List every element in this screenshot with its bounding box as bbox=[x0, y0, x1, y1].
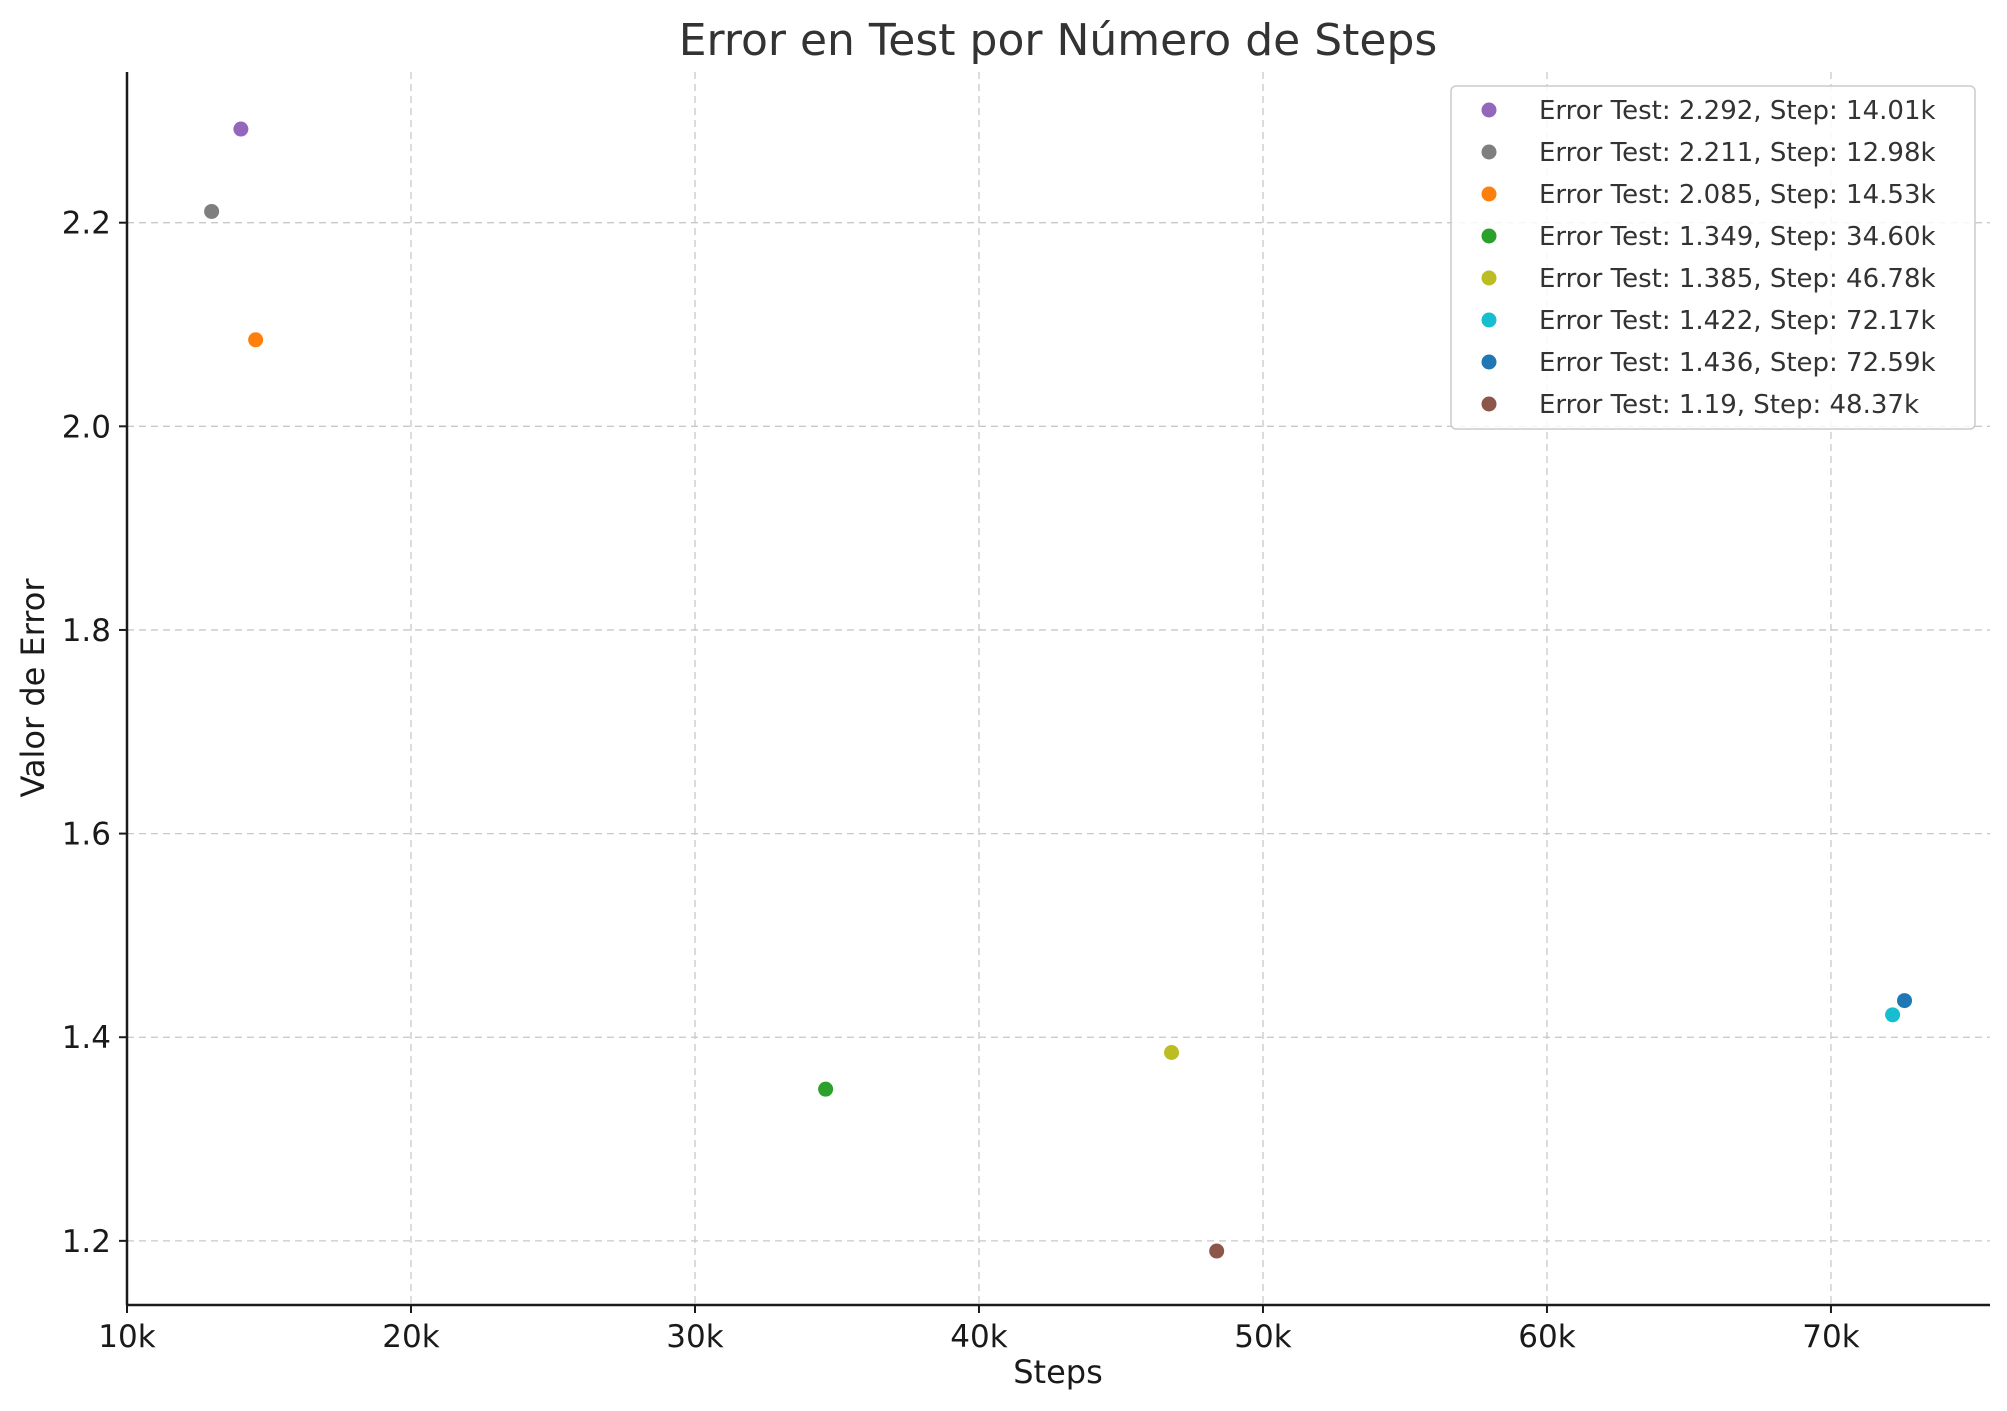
data-point bbox=[204, 203, 220, 219]
legend-label: Error Test: 1.19, Step: 48.37k bbox=[1539, 390, 1919, 420]
legend-marker bbox=[1481, 312, 1497, 328]
legend-label: Error Test: 2.085, Step: 14.53k bbox=[1539, 180, 1936, 210]
data-point bbox=[1897, 993, 1913, 1009]
data-point bbox=[1164, 1044, 1180, 1060]
y-tick-label: 2.0 bbox=[62, 409, 111, 445]
data-point bbox=[1885, 1007, 1901, 1023]
legend-label: Error Test: 1.349, Step: 34.60k bbox=[1539, 222, 1936, 252]
x-tick-label: 10k bbox=[98, 1319, 155, 1355]
y-tick-label: 1.6 bbox=[62, 817, 111, 853]
y-tick-label: 1.2 bbox=[62, 1224, 111, 1260]
y-axis-label: Valor de Error bbox=[14, 578, 52, 798]
data-point bbox=[1209, 1243, 1225, 1259]
legend-marker bbox=[1481, 102, 1497, 118]
x-axis-label: Steps bbox=[1013, 1353, 1103, 1391]
legend-label: Error Test: 2.211, Step: 12.98k bbox=[1539, 138, 1936, 168]
data-point bbox=[248, 332, 264, 348]
legend-box bbox=[1450, 85, 1976, 430]
legend-marker bbox=[1481, 186, 1497, 202]
legend-label: Error Test: 2.292, Step: 14.01k bbox=[1539, 96, 1936, 126]
legend-label: Error Test: 1.385, Step: 46.78k bbox=[1539, 264, 1936, 294]
legend-items: Error Test: 2.292, Step: 14.01k Error Tes… bbox=[1481, 96, 1936, 420]
legend-marker bbox=[1481, 270, 1497, 286]
y-tick-label: 1.8 bbox=[62, 613, 111, 649]
legend-label: Error Test: 1.436, Step: 72.59k bbox=[1539, 348, 1936, 378]
x-tick-label: 70k bbox=[1802, 1319, 1859, 1355]
data-points bbox=[204, 121, 1913, 1259]
y-tick-label: 1.4 bbox=[62, 1020, 111, 1056]
data-point bbox=[233, 121, 249, 137]
x-tick-label: 20k bbox=[382, 1319, 439, 1355]
x-tick-label: 60k bbox=[1518, 1319, 1575, 1355]
legend-marker bbox=[1481, 354, 1497, 370]
legend-label: Error Test: 1.422, Step: 72.17k bbox=[1539, 306, 1936, 336]
y-tick-label: 2.2 bbox=[62, 206, 111, 242]
x-tick-label: 40k bbox=[950, 1319, 1007, 1355]
legend-marker bbox=[1481, 228, 1497, 244]
legend-marker bbox=[1481, 396, 1497, 412]
data-point bbox=[818, 1081, 834, 1097]
x-tick-label: 50k bbox=[1234, 1319, 1291, 1355]
legend: Error Test: 2.292, Step: 14.01k Error Tes… bbox=[1450, 85, 1976, 430]
x-tick-label: 30k bbox=[666, 1319, 723, 1355]
chart-title: Error en Test por Número de Steps bbox=[679, 15, 1438, 66]
axis-ticks: 10k 20k 30k 40k 50k 60k 70k 1.2 1.4 1.6 1.8 2.0 2.2 bbox=[62, 206, 1860, 1355]
legend-marker bbox=[1481, 144, 1497, 160]
